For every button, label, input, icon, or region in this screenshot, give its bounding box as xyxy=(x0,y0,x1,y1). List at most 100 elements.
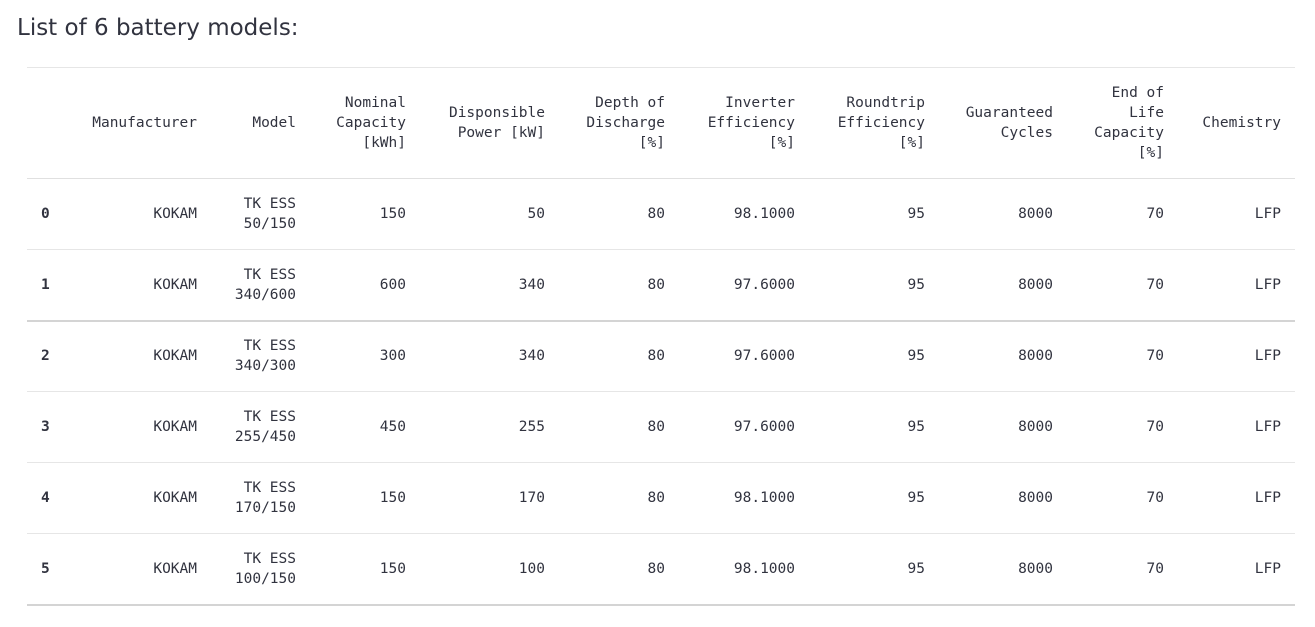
cell-inverter-efficiency: 97.6000 xyxy=(679,250,809,321)
cell-nominal-capacity: 600 xyxy=(310,250,420,321)
cell-value: 340 xyxy=(518,348,545,365)
cell-value: TK ESS 100/150 xyxy=(234,550,296,587)
cell-value: 450 xyxy=(379,419,406,435)
cell-value: 8000 xyxy=(1018,206,1053,222)
cell-value: 80 xyxy=(647,206,665,222)
cell-guaranteed-cycles: 8000 xyxy=(939,179,1067,250)
cell-chemistry: LFP xyxy=(1178,321,1295,392)
cell-end-of-life-capacity: 70 xyxy=(1067,534,1178,605)
cell-value: 150 xyxy=(379,560,406,577)
cell-value: LFP xyxy=(1254,490,1281,506)
column-header-manufacturer[interactable]: Manufacturer xyxy=(66,68,211,179)
cell-value: 95 xyxy=(907,490,925,506)
cell-value: 97.6000 xyxy=(733,348,795,365)
cell-disponsible-power: 340 xyxy=(420,321,559,392)
cell-value: 8000 xyxy=(1018,490,1053,506)
table-header-row: Manufacturer Model Nominal Capacity [kWh] D… xyxy=(27,67,1295,179)
cell-guaranteed-cycles: 8000 xyxy=(939,534,1067,605)
cell-manufacturer: KOKAM xyxy=(66,250,211,321)
cell-value: 98.1000 xyxy=(733,490,795,506)
column-header-label: Roundtrip Efficiency [%] xyxy=(837,95,925,151)
table-row: 3 KOKAM TK ESS 255/450 450 255 80 97.6000 95 800… xyxy=(27,392,1295,463)
cell-disponsible-power: 255 xyxy=(420,392,559,463)
cell-disponsible-power: 170 xyxy=(420,463,559,534)
cell-roundtrip-efficiency: 95 xyxy=(809,250,939,321)
cell-guaranteed-cycles: 8000 xyxy=(939,392,1067,463)
cell-value: 8000 xyxy=(1018,276,1053,293)
cell-model: TK ESS 255/450 xyxy=(211,392,310,463)
cell-depth-of-discharge: 80 xyxy=(559,179,679,250)
cell-guaranteed-cycles: 8000 xyxy=(939,321,1067,392)
cell-value: 340 xyxy=(518,276,545,293)
cell-value: 600 xyxy=(379,276,406,293)
cell-value: LFP xyxy=(1254,348,1281,365)
cell-value: 300 xyxy=(379,348,406,365)
column-header-label: Nominal Capacity [kWh] xyxy=(336,95,406,151)
cell-manufacturer: KOKAM xyxy=(66,534,211,605)
cell-disponsible-power: 50 xyxy=(420,179,559,250)
cell-value: 80 xyxy=(647,348,665,365)
cell-model: TK ESS 340/600 xyxy=(211,250,310,321)
column-header-inverter-efficiency[interactable]: Inverter Efficiency [%] xyxy=(679,68,809,179)
column-header-depth-of-discharge[interactable]: Depth of Discharge [%] xyxy=(559,68,679,179)
cell-chemistry: LFP xyxy=(1178,534,1295,605)
cell-inverter-efficiency: 98.1000 xyxy=(679,179,809,250)
battery-models-table-container: Manufacturer Model Nominal Capacity [kWh] D… xyxy=(27,67,1295,606)
column-header-disponsible-power[interactable]: Disponsible Power [kW] xyxy=(420,68,559,179)
column-header-guaranteed-cycles[interactable]: Guaranteed Cycles xyxy=(939,68,1067,179)
cell-end-of-life-capacity: 70 xyxy=(1067,321,1178,392)
cell-depth-of-discharge: 80 xyxy=(559,250,679,321)
column-header-label: End of Life Capacity [%] xyxy=(1094,85,1164,161)
cell-value: 8000 xyxy=(1018,419,1053,435)
cell-value: 95 xyxy=(907,560,925,577)
column-header-label: Disponsible Power [kW] xyxy=(448,105,545,141)
cell-value: 95 xyxy=(907,348,925,365)
cell-value: 97.6000 xyxy=(733,419,795,435)
column-header-chemistry[interactable]: Chemistry xyxy=(1178,68,1295,179)
table-row: 4 KOKAM TK ESS 170/150 150 170 80 98.1000 95 800… xyxy=(27,463,1295,534)
cell-nominal-capacity: 450 xyxy=(310,392,420,463)
column-header-model[interactable]: Model xyxy=(211,68,310,179)
column-header-index[interactable] xyxy=(27,68,66,179)
column-header-end-of-life-capacity[interactable]: End of Life Capacity [%] xyxy=(1067,68,1178,179)
cell-value: 4 xyxy=(41,490,50,506)
column-header-roundtrip-efficiency[interactable]: Roundtrip Efficiency [%] xyxy=(809,68,939,179)
cell-end-of-life-capacity: 70 xyxy=(1067,250,1178,321)
cell-value: 98.1000 xyxy=(733,560,795,577)
cell-manufacturer: KOKAM xyxy=(66,392,211,463)
cell-value: 8000 xyxy=(1018,348,1053,365)
column-header-nominal-capacity[interactable]: Nominal Capacity [kWh] xyxy=(310,68,420,179)
cell-value: KOKAM xyxy=(153,560,197,577)
cell-model: TK ESS 170/150 xyxy=(211,463,310,534)
cell-nominal-capacity: 300 xyxy=(310,321,420,392)
cell-value: KOKAM xyxy=(153,206,197,222)
cell-guaranteed-cycles: 8000 xyxy=(939,250,1067,321)
table-row: 0 KOKAM TK ESS 50/150 150 50 80 98.1000 95 8000 7… xyxy=(27,179,1295,250)
cell-value: 100 xyxy=(518,560,545,577)
row-index-cell: 4 xyxy=(27,463,66,534)
cell-disponsible-power: 340 xyxy=(420,250,559,321)
column-header-label: Inverter Efficiency [%] xyxy=(707,95,795,151)
battery-models-table: Manufacturer Model Nominal Capacity [kWh] D… xyxy=(27,67,1295,606)
cell-value: LFP xyxy=(1254,206,1281,222)
cell-manufacturer: KOKAM xyxy=(66,463,211,534)
cell-value: KOKAM xyxy=(153,419,197,435)
cell-roundtrip-efficiency: 95 xyxy=(809,463,939,534)
cell-depth-of-discharge: 80 xyxy=(559,534,679,605)
cell-value: 170 xyxy=(518,490,545,506)
cell-guaranteed-cycles: 8000 xyxy=(939,463,1067,534)
cell-nominal-capacity: 150 xyxy=(310,534,420,605)
cell-depth-of-discharge: 80 xyxy=(559,321,679,392)
cell-value: 150 xyxy=(379,490,406,506)
cell-chemistry: LFP xyxy=(1178,179,1295,250)
row-index-cell: 2 xyxy=(27,321,66,392)
cell-value: 50 xyxy=(527,206,545,222)
cell-model: TK ESS 340/300 xyxy=(211,321,310,392)
cell-value: TK ESS 170/150 xyxy=(234,480,296,516)
cell-value: 3 xyxy=(41,419,50,435)
cell-value: 1 xyxy=(41,276,50,293)
cell-value: 70 xyxy=(1146,348,1164,365)
cell-value: TK ESS 50/150 xyxy=(243,196,296,232)
cell-value: 2 xyxy=(41,348,50,365)
cell-manufacturer: KOKAM xyxy=(66,179,211,250)
